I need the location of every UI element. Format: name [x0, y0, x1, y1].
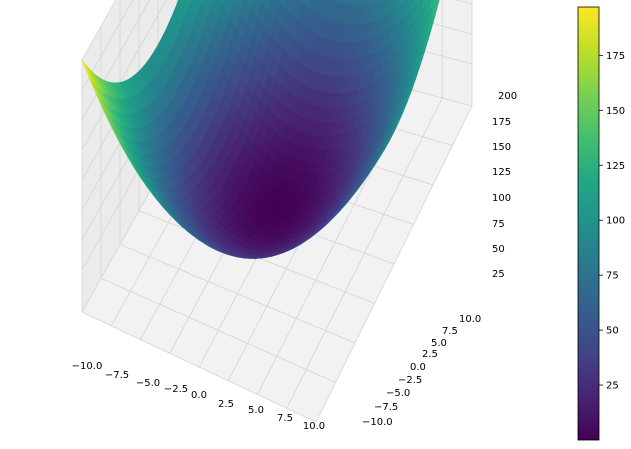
colorbar-tick-label: 50: [606, 326, 619, 337]
surface-patch: [260, 0, 262, 1]
z-tick-label: 25: [492, 269, 505, 280]
surface-patch: [379, 0, 383, 2]
colorbar-tick-label: 75: [606, 271, 619, 282]
surface-patch: [394, 0, 404, 10]
y-tick-label: 7.5: [442, 326, 458, 337]
y-tick-label: −10.0: [362, 417, 393, 428]
surface-mesh: [81, 0, 440, 259]
surface-patch: [188, 0, 191, 3]
colorbar-tick-label: 175: [606, 51, 625, 62]
z-gridline: [81, 0, 151, 121]
y-tick-label: 0.0: [410, 362, 426, 373]
surface-patch: [401, 0, 407, 5]
z-tick-label: 125: [492, 167, 511, 178]
y-tick-label: 2.5: [422, 349, 438, 360]
x-tick-label: 0.0: [191, 390, 207, 401]
colorbar-tick-label: 125: [606, 161, 625, 172]
surface-patch: [245, 0, 253, 8]
surface-patch: [220, 0, 224, 4]
floor-gridline: [286, 97, 443, 409]
x-tick-label: −2.5: [164, 384, 188, 395]
surface-patch: [198, 0, 203, 5]
surface-patch: [372, 0, 381, 4]
surface-patch: [209, 0, 214, 5]
z-tick-label: 150: [492, 142, 511, 153]
surface-patch: [353, 0, 362, 6]
x-tick-label: 5.0: [248, 405, 264, 416]
x-tick-label: 2.5: [218, 399, 234, 410]
surface-patch: [232, 0, 244, 13]
z-tick-label: 100: [492, 193, 511, 204]
z-tick-label: 175: [492, 117, 511, 128]
z-tick-label: 75: [492, 219, 505, 230]
surface-patch: [359, 0, 368, 6]
z-gridline: [81, 0, 167, 151]
y-tick-label: 10.0: [459, 314, 481, 325]
axis-ticks: −10.0−7.5−5.0−2.50.02.55.07.510.0 −10.0−7…: [72, 91, 517, 432]
z-tick-label: 200: [498, 91, 517, 102]
colorbar-tick-label: 150: [606, 106, 625, 117]
surface-patch: [302, 0, 312, 9]
y-tick-label: −2.5: [398, 375, 422, 386]
y-tick-label: −7.5: [374, 402, 398, 413]
surface-patch: [232, 0, 234, 1]
y-tick-label: 5.0: [431, 338, 447, 349]
z-tick-label: 50: [492, 244, 505, 255]
surface-patch: [309, 0, 320, 14]
x-tick-label: −10.0: [72, 361, 103, 372]
colorbar: 25 50 75 100 125 150 175: [577, 6, 625, 441]
colorbar-tick-label: 25: [606, 381, 619, 392]
surface-patch: [425, 0, 430, 5]
colorbar-tick-label: 100: [606, 216, 625, 227]
surface-patch: [277, 0, 280, 2]
floor-gridline: [315, 105, 473, 423]
x-tick-label: 10.0: [303, 421, 325, 432]
surface-patch: [333, 0, 342, 4]
surface-patch: [261, 0, 271, 10]
colorbar-gradient: [577, 6, 600, 441]
surface-patch: [285, 0, 296, 16]
surface-patch: [366, 0, 375, 5]
x-tick-label: −5.0: [136, 378, 160, 389]
y-tick-label: −5.0: [386, 388, 410, 399]
surface-patch: [331, 0, 335, 2]
surface-patch: [339, 0, 349, 5]
surface-patch: [278, 0, 288, 9]
surface-patch: [346, 0, 355, 6]
x-tick-label: −7.5: [105, 370, 129, 381]
surface-patch: [299, 0, 304, 4]
x-tick-label: 7.5: [277, 413, 293, 424]
